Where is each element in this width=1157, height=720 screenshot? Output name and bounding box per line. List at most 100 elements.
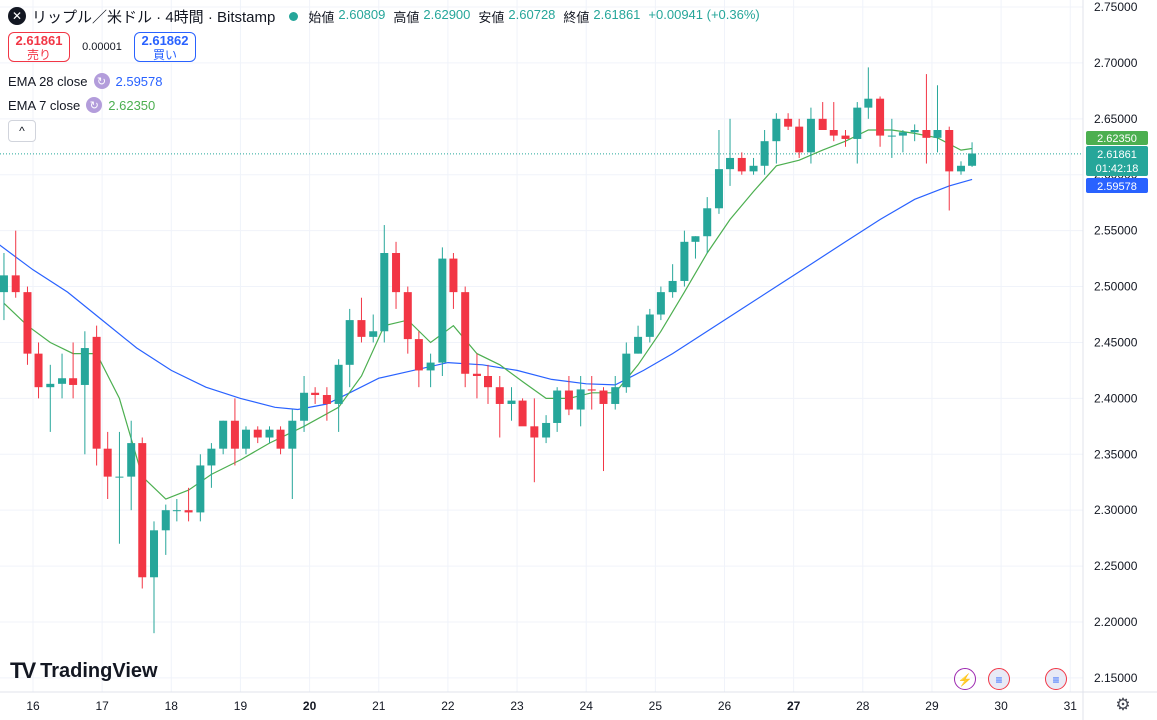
candle-body xyxy=(334,364,343,404)
candle-body xyxy=(829,130,838,136)
ema7-price-label-bg xyxy=(1086,131,1148,145)
time-tick-label: 24 xyxy=(580,699,594,713)
candle-body xyxy=(542,422,551,438)
close-x-icon[interactable]: ✕ xyxy=(8,7,26,25)
time-tick-label: 27 xyxy=(787,699,801,713)
candle-body xyxy=(656,292,665,315)
candle-body xyxy=(403,292,412,340)
candle-body xyxy=(103,448,112,477)
candle-body xyxy=(184,510,193,513)
refresh-icon[interactable]: ↻ xyxy=(93,73,110,89)
buy-price: 2.61862 xyxy=(141,33,189,48)
candle-body xyxy=(127,443,136,477)
candle-body xyxy=(276,429,285,449)
candle-body xyxy=(196,465,205,513)
price-tick-label: 2.15000 xyxy=(1094,671,1138,685)
candle-body xyxy=(910,130,919,133)
chart-header: ✕ リップル／米ドル · 4時間 · Bitstamp 始値 2.60809 高値… xyxy=(8,6,764,26)
candle-body xyxy=(772,118,781,142)
candle-body xyxy=(507,400,516,404)
close-value: 2.61861 xyxy=(593,6,641,22)
candle-body xyxy=(587,389,596,391)
sell-price: 2.61861 xyxy=(15,33,63,48)
time-tick-label: 29 xyxy=(925,699,939,713)
candle-body xyxy=(553,390,562,423)
price-axis[interactable]: 2.750002.700002.650002.600002.550002.500… xyxy=(1082,0,1138,720)
ema7-price-label: 2.62350 xyxy=(1097,133,1137,145)
ema7-series xyxy=(3,129,973,500)
price-tick-label: 2.75000 xyxy=(1094,0,1138,14)
candle-body xyxy=(69,378,78,385)
chart-title[interactable]: リップル／米ドル · 4時間 · Bitstamp xyxy=(32,8,276,26)
candle-body xyxy=(150,530,159,578)
candle-body xyxy=(46,383,55,388)
candle-body xyxy=(576,389,585,410)
candle-body xyxy=(795,126,804,153)
ema28-price-label-bg xyxy=(1086,178,1148,193)
tradingview-logo[interactable]: TV TradingView xyxy=(10,658,158,684)
collapse-indicators-button[interactable]: ^ xyxy=(8,120,36,142)
candle-body xyxy=(968,153,977,166)
candle-body xyxy=(853,107,862,139)
candle-body xyxy=(369,331,378,337)
candle-body xyxy=(241,429,250,449)
sell-button[interactable]: 2.61861 売り xyxy=(8,32,70,62)
candle-body xyxy=(599,390,608,404)
candle-body xyxy=(818,118,827,130)
tradingview-logo-icon: TV xyxy=(10,658,36,683)
indicator-ema7-value: 2.62350 xyxy=(108,97,156,113)
indicator-ema28-value: 2.59578 xyxy=(115,73,163,89)
ema7-line xyxy=(3,129,973,500)
candle-body xyxy=(680,241,689,281)
candle-body xyxy=(749,165,758,172)
candle-body xyxy=(668,280,677,293)
buy-button[interactable]: 2.61862 買い xyxy=(134,32,196,62)
candle-body xyxy=(714,169,723,209)
candle-body xyxy=(898,132,907,136)
time-tick-label: 26 xyxy=(718,699,732,713)
chart-grid xyxy=(0,0,1083,692)
price-tick-label: 2.25000 xyxy=(1094,559,1138,573)
candle-body xyxy=(726,157,735,170)
candle-body xyxy=(461,292,470,374)
refresh-icon[interactable]: ↻ xyxy=(86,97,103,113)
candle-body xyxy=(207,448,216,466)
ema28-price-label: 2.59578 xyxy=(1097,181,1137,193)
candle-body xyxy=(438,258,447,363)
candle-body xyxy=(172,510,181,512)
candle-body xyxy=(449,258,458,293)
candle-body xyxy=(265,429,274,438)
ema28-series xyxy=(0,178,973,411)
time-tick-label: 18 xyxy=(165,699,179,713)
candle-body xyxy=(634,336,643,354)
time-tick-label: 31 xyxy=(1064,699,1078,713)
price-tick-label: 2.50000 xyxy=(1094,280,1138,294)
lightning-event-icon[interactable]: ⚡ xyxy=(954,668,976,690)
tradingview-logo-text: TradingView xyxy=(40,659,158,682)
indicator-ema7[interactable]: EMA 7 close ↻ 2.62350 xyxy=(8,97,155,113)
candle-body xyxy=(518,400,527,427)
us-flag-event-icon[interactable]: ≡ xyxy=(988,668,1010,690)
candle-body xyxy=(645,314,654,337)
candle-body xyxy=(945,130,954,172)
indicator-ema28[interactable]: EMA 28 close ↻ 2.59578 xyxy=(8,73,163,89)
indicator-ema7-name: EMA 7 close xyxy=(8,97,81,113)
candle-body xyxy=(23,292,32,354)
market-open-status-icon xyxy=(289,11,299,21)
ema28-line xyxy=(0,178,973,411)
price-labels: 2.62350 2.61861 01:42:18 2.59578 xyxy=(1086,131,1148,193)
candle-body xyxy=(484,376,493,388)
close-key: 終値 xyxy=(563,9,590,25)
us-flag-event-icon[interactable]: ≡ xyxy=(1045,668,1067,690)
time-axis[interactable]: 16 17 18 19 20 21 22 23 24 25 26 27 28 29 30 31 xyxy=(0,691,1157,713)
indicator-ema28-name: EMA 28 close xyxy=(8,73,88,89)
candle-body xyxy=(933,130,942,138)
gear-icon[interactable]: ⚙ xyxy=(1115,695,1131,714)
high-value: 2.62900 xyxy=(423,6,471,22)
candle-body xyxy=(530,426,539,438)
candle-body xyxy=(622,353,631,388)
high-key: 高値 xyxy=(393,9,420,25)
candle-body xyxy=(380,253,389,332)
candle-body xyxy=(806,118,815,153)
